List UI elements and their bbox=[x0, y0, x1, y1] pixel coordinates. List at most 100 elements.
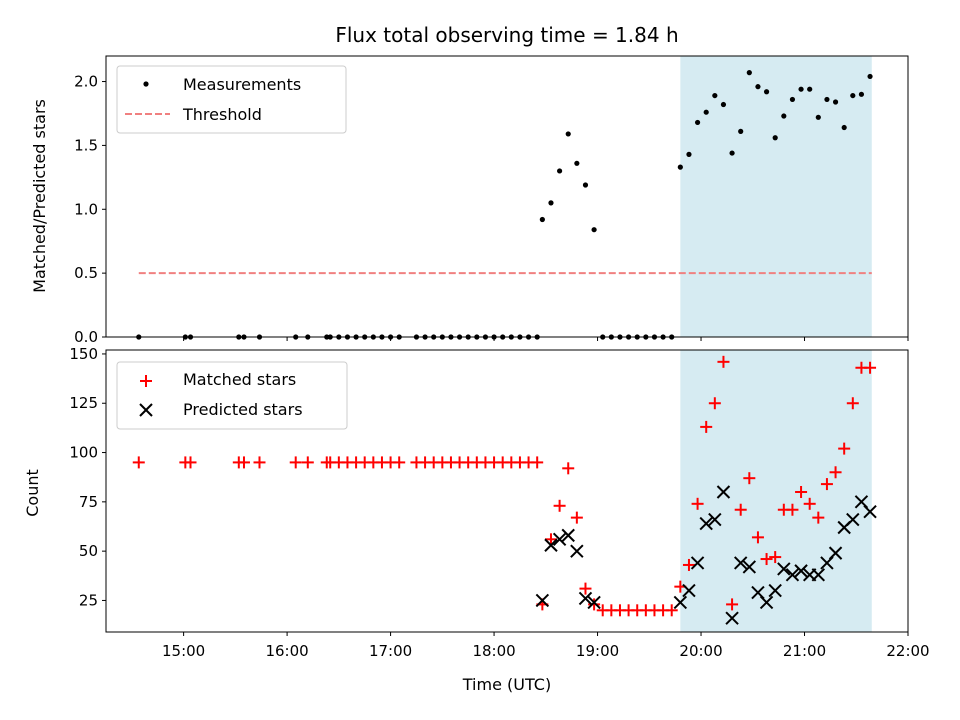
y-tick-label: 0.5 bbox=[74, 264, 98, 282]
measurement-point bbox=[746, 70, 752, 76]
measurement-point bbox=[824, 96, 830, 103]
predicted-star-point bbox=[716, 485, 731, 499]
x-tick-label: 15:00 bbox=[162, 642, 205, 660]
matched-star-point bbox=[289, 456, 302, 469]
y-tick-label: 75 bbox=[79, 493, 98, 511]
legend-predicted-label: Predicted stars bbox=[183, 400, 303, 419]
measurement-point bbox=[772, 135, 778, 141]
measurement-point bbox=[694, 119, 701, 126]
matched-star-point bbox=[795, 485, 808, 498]
bottom-axes-frame bbox=[105, 349, 909, 633]
bottom-x-ticks: 15:00 16:00 17:00 18:00 19:00 20:00 21:00 22:00 bbox=[162, 632, 930, 660]
measurement-point bbox=[850, 92, 856, 99]
measurement-point bbox=[781, 113, 787, 119]
bottom-legend-box bbox=[116, 361, 348, 430]
predicted-star-point bbox=[742, 560, 757, 574]
measurement-point bbox=[703, 109, 709, 115]
y-tick-label: 0.0 bbox=[74, 328, 98, 346]
measurement-point bbox=[539, 216, 545, 223]
top-highlight-span bbox=[680, 56, 872, 337]
x-tick-label: 18:00 bbox=[472, 642, 515, 660]
measurement-point bbox=[738, 128, 744, 134]
x-tick-label: 21:00 bbox=[783, 642, 826, 660]
y-tick-label: 2.0 bbox=[74, 73, 98, 91]
matched-star-point bbox=[691, 497, 704, 510]
bottom-panel: 15:00 16:00 17:00 18:00 19:00 20:00 21:00 22:00… bbox=[23, 345, 930, 694]
predicted-star-point bbox=[535, 593, 550, 608]
top-panel: 0.00.51.01.52.0 Matched/Predicted stars … bbox=[30, 55, 909, 346]
measurement-point bbox=[548, 200, 554, 206]
matched-star-point bbox=[829, 466, 842, 479]
measurement-point bbox=[867, 73, 873, 80]
matched-star-point bbox=[562, 462, 575, 475]
measurement-point bbox=[712, 92, 718, 99]
measurement-point bbox=[686, 151, 692, 157]
measurement-point bbox=[677, 164, 683, 170]
predicted-star-point bbox=[777, 562, 791, 576]
predicted-star-point bbox=[552, 532, 567, 547]
matched-star-point bbox=[864, 361, 877, 374]
predicted-star-point bbox=[690, 556, 705, 570]
x-tick-label: 20:00 bbox=[679, 642, 722, 660]
y-tick-label: 150 bbox=[69, 345, 98, 363]
bottom-y-axis-label: Count bbox=[23, 469, 42, 517]
legend-measurements-label: Measurements bbox=[183, 75, 301, 94]
matched-star-point bbox=[751, 531, 764, 544]
predicted-star-point bbox=[811, 568, 826, 582]
measurement-point bbox=[574, 160, 580, 166]
matched-star-point bbox=[717, 355, 730, 368]
top-y-ticks: 0.0 0.5 1.0 1.5 2.0 bbox=[74, 73, 106, 346]
matched-star-point bbox=[544, 533, 557, 546]
matched-star-point bbox=[708, 397, 721, 410]
predicted-star-point bbox=[768, 583, 782, 598]
predicted-star-point bbox=[863, 504, 877, 519]
matched-star-point bbox=[579, 582, 592, 595]
legend-threshold-label: Threshold bbox=[182, 105, 262, 124]
measurement-point bbox=[798, 86, 804, 92]
measurement-point bbox=[591, 227, 597, 233]
y-tick-label: 100 bbox=[69, 444, 98, 462]
measurement-point bbox=[565, 131, 571, 137]
matched-star-point bbox=[769, 551, 782, 564]
matched-star-point bbox=[812, 511, 825, 524]
bottom-highlight-span bbox=[680, 350, 872, 632]
predicted-star-point bbox=[759, 595, 774, 610]
matched-star-point bbox=[665, 604, 678, 617]
x-tick-label: 16:00 bbox=[265, 642, 308, 660]
matched-star-point bbox=[760, 553, 773, 566]
top-legend-box bbox=[116, 65, 347, 134]
top-x-ticks bbox=[183, 337, 909, 341]
predicted-star-point bbox=[708, 512, 722, 527]
measurement-point bbox=[832, 99, 839, 105]
bottom-y-ticks: 25 50 75 100 125 150 bbox=[69, 345, 106, 609]
x-axis-label: Time (UTC) bbox=[462, 675, 551, 694]
predicted-star-point bbox=[828, 546, 843, 560]
measurement-point bbox=[763, 89, 770, 95]
predicted-star-point bbox=[733, 556, 748, 570]
top-y-axis-label: Matched/Predicted stars bbox=[30, 99, 49, 293]
predicted-star-point bbox=[699, 516, 713, 531]
predicted-star-point bbox=[570, 544, 584, 558]
matched-star-point bbox=[682, 558, 695, 571]
predicted-star-point bbox=[846, 512, 860, 527]
chart-title: Flux total observing time = 1.84 h bbox=[335, 23, 678, 47]
measurement-point bbox=[720, 101, 727, 108]
measurement-point bbox=[755, 84, 761, 90]
matched-star-point bbox=[531, 456, 544, 469]
y-tick-label: 25 bbox=[79, 591, 98, 609]
matched-star-point bbox=[846, 397, 859, 410]
y-tick-label: 50 bbox=[79, 542, 98, 560]
x-tick-label: 22:00 bbox=[886, 642, 929, 660]
measurement-point bbox=[582, 182, 589, 188]
x-tick-label: 17:00 bbox=[369, 642, 412, 660]
matched-star-point bbox=[237, 456, 250, 469]
measurement-point bbox=[815, 114, 821, 120]
legend-matched-marker bbox=[140, 375, 152, 387]
measurement-point bbox=[789, 96, 796, 103]
matched-star-point bbox=[786, 503, 799, 516]
measurement-point bbox=[557, 168, 563, 174]
top-legend: Measurements Threshold bbox=[116, 65, 347, 134]
matched-star-point bbox=[734, 503, 747, 516]
bottom-marks bbox=[132, 355, 877, 625]
